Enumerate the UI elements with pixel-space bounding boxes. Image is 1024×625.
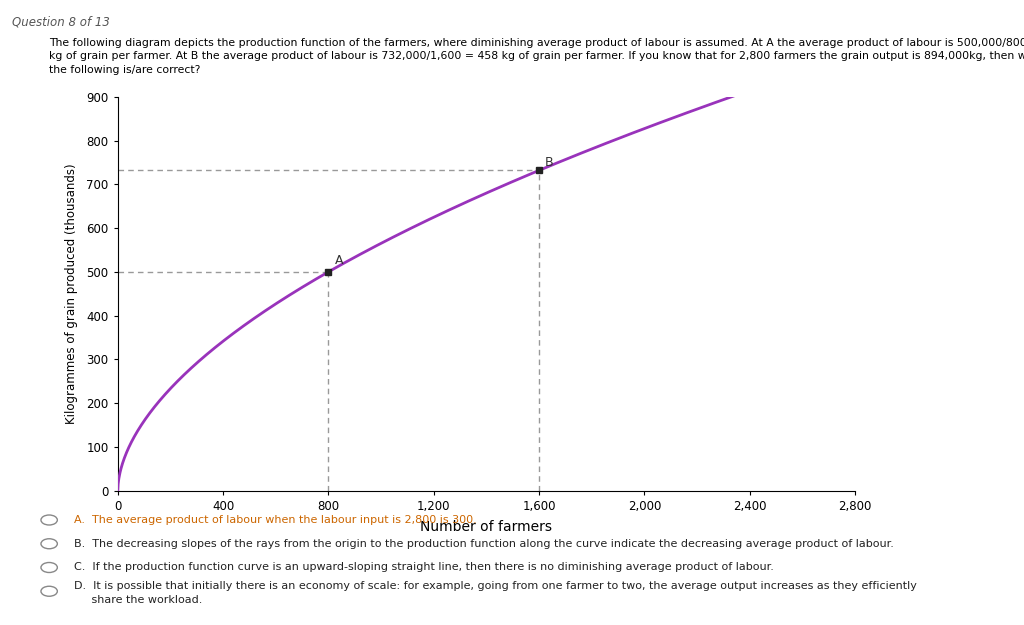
- Text: share the workload.: share the workload.: [74, 595, 202, 605]
- Text: C.  If the production function curve is an upward-sloping straight line, then th: C. If the production function curve is a…: [74, 562, 773, 572]
- Text: kg of grain per farmer. At B the average product of labour is 732,000/1,600 = 45: kg of grain per farmer. At B the average…: [49, 51, 1024, 61]
- Text: B.  The decreasing slopes of the rays from the origin to the production function: B. The decreasing slopes of the rays fro…: [74, 539, 894, 549]
- Y-axis label: Kilogrammes of grain produced (thousands): Kilogrammes of grain produced (thousands…: [66, 163, 78, 424]
- Text: Question 8 of 13: Question 8 of 13: [12, 16, 111, 29]
- Text: B: B: [545, 156, 553, 169]
- Text: the following is/are correct?: the following is/are correct?: [49, 65, 201, 75]
- Text: The following diagram depicts the production function of the farmers, where dimi: The following diagram depicts the produc…: [49, 38, 1024, 48]
- Text: A: A: [335, 254, 343, 267]
- X-axis label: Number of farmers: Number of farmers: [421, 519, 552, 534]
- Text: A.  The average product of labour when the labour input is 2,800 is 300.: A. The average product of labour when th…: [74, 515, 476, 525]
- Text: D.  It is possible that initially there is an economy of scale: for example, goi: D. It is possible that initially there i…: [74, 581, 916, 591]
